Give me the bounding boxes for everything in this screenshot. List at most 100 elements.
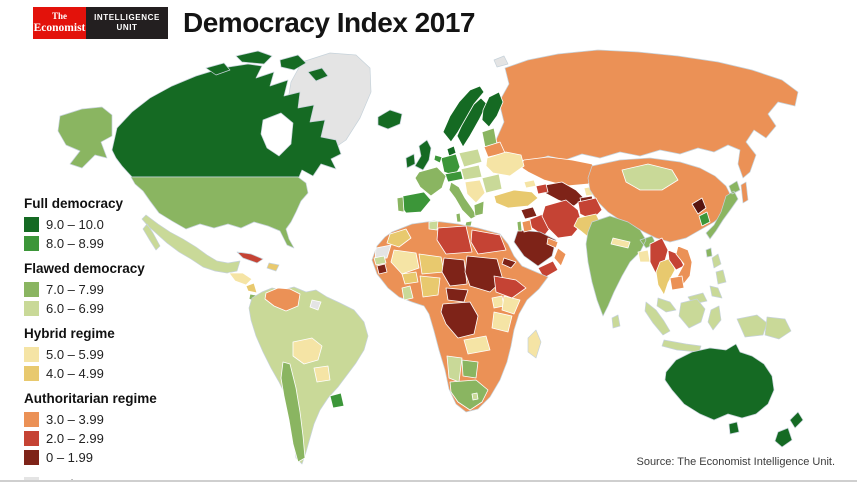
swatch-2-299: [24, 431, 39, 446]
brand-line-1: The: [51, 11, 67, 22]
swatch-no-data: [24, 477, 39, 480]
swatch-5-599: [24, 347, 39, 362]
economist-brand-box: The Economist: [33, 7, 86, 39]
region-uruguay: [329, 392, 345, 409]
region-georgia: [523, 179, 537, 189]
region-mali: [390, 249, 420, 275]
region-sudan: [464, 255, 504, 293]
region-burkina-faso: [401, 271, 419, 285]
region-cuba: [236, 251, 264, 264]
legend-range: 6.0 – 6.99: [46, 301, 104, 316]
swatch-7-799: [24, 282, 39, 297]
region-norway: [442, 85, 485, 143]
legend-item: 6.0 – 6.99: [24, 299, 157, 318]
region-libya: [436, 225, 473, 255]
region-papua-new-guinea: [764, 316, 792, 340]
legend-swatch: [24, 236, 39, 251]
region-bangladesh: [637, 249, 651, 263]
legend-item: 9.0 – 10.0: [24, 215, 157, 234]
region-bolivia: [292, 337, 323, 365]
region-guinea-bissau: [376, 263, 388, 275]
region-alaska: [57, 106, 113, 169]
legend-item: 2.0 – 2.99: [24, 429, 157, 448]
region-iran: [541, 199, 583, 239]
region-japan: [705, 180, 741, 240]
brand-line-2: Economist: [33, 21, 86, 34]
legend-range: 3.0 – 3.99: [46, 412, 104, 427]
region-nigeria: [419, 275, 441, 298]
region-portugal: [396, 196, 405, 213]
legend-swatch: [24, 412, 39, 427]
region-kazakhstan: [518, 156, 599, 187]
region-iceland: [377, 109, 403, 130]
region-venezuela: [264, 287, 301, 312]
legend-range: 2.0 – 2.99: [46, 431, 104, 446]
legend-item: 5.0 – 5.99: [24, 345, 157, 364]
legend-swatch: [24, 347, 39, 362]
source-credit: Source: The Economist Intelligence Unit.: [636, 456, 835, 468]
region-eritrea: [501, 257, 517, 269]
region-south-korea: [698, 211, 711, 227]
region-ireland: [405, 153, 416, 169]
legend-range: 4.0 – 4.99: [46, 366, 104, 381]
page-title: Democracy Index 2017: [183, 7, 475, 38]
legend-item: 8.0 – 8.99: [24, 234, 157, 253]
region-kenya: [501, 295, 521, 315]
legend: Full democracy 9.0 – 10.0 8.0 – 8.99 Fla…: [24, 188, 157, 480]
region-azerbaijan: [535, 183, 549, 195]
region-saudi-arabia: [513, 229, 557, 267]
legend-swatch: [24, 450, 39, 465]
region-nepal: [610, 237, 631, 249]
region-madagascar: [527, 329, 542, 359]
legend-swatch: [24, 477, 39, 480]
legend-group-flawed-democracy: Flawed democracy: [24, 261, 145, 276]
region-lesotho: [471, 392, 479, 401]
swatch-8-899: [24, 236, 39, 251]
legend-item: 3.0 – 3.99: [24, 410, 157, 429]
legend-range: 9.0 – 10.0: [46, 217, 104, 232]
region-netherlands-belgium: [433, 154, 443, 164]
legend-swatch: [24, 301, 39, 316]
region-united-kingdom: [414, 139, 432, 171]
swatch-3-399: [24, 412, 39, 427]
swatch-9-10: [24, 217, 39, 232]
region-north-korea: [691, 197, 707, 215]
legend-item: 0 – 1.99: [24, 448, 157, 467]
legend-swatch: [24, 431, 39, 446]
region-mexico: [141, 214, 241, 274]
intelligence-unit-box: INTELLIGENCE UNIT: [86, 7, 168, 39]
region-dr-congo: [440, 301, 479, 339]
region-ethiopia: [493, 275, 527, 299]
region-italy: [448, 181, 478, 227]
region-central-african-republic: [445, 287, 469, 303]
region-ukraine: [485, 151, 525, 177]
region-austria-switzerland: [444, 170, 464, 183]
region-south-africa: [449, 379, 489, 411]
region-czech-hungary: [460, 164, 483, 181]
region-senegal: [373, 255, 387, 266]
swatch-4-499: [24, 366, 39, 381]
swatch-6-699: [24, 301, 39, 316]
swatch-0-199: [24, 450, 39, 465]
region-oman: [553, 247, 567, 267]
region-turkey: [493, 189, 539, 209]
region-philippines: [709, 253, 727, 299]
unit-line-1: INTELLIGENCE: [94, 12, 160, 22]
legend-range: 7.0 – 7.99: [46, 282, 104, 297]
legend-swatch: [24, 282, 39, 297]
region-niger: [418, 253, 445, 275]
region-sri-lanka: [611, 314, 621, 329]
region-finland: [481, 91, 504, 128]
region-morocco: [386, 228, 412, 248]
region-ghana: [401, 285, 414, 301]
region-namibia: [446, 355, 463, 383]
legend-no-data-label: No data: [46, 477, 92, 480]
region-french-guiana: [309, 299, 322, 311]
region-jordan: [521, 219, 533, 233]
region-zambia: [463, 335, 491, 355]
region-canada-arctic-islands: [205, 50, 329, 82]
economist-intelligence-unit-logo: The Economist INTELLIGENCE UNIT: [33, 7, 168, 39]
region-taiwan: [705, 247, 713, 258]
